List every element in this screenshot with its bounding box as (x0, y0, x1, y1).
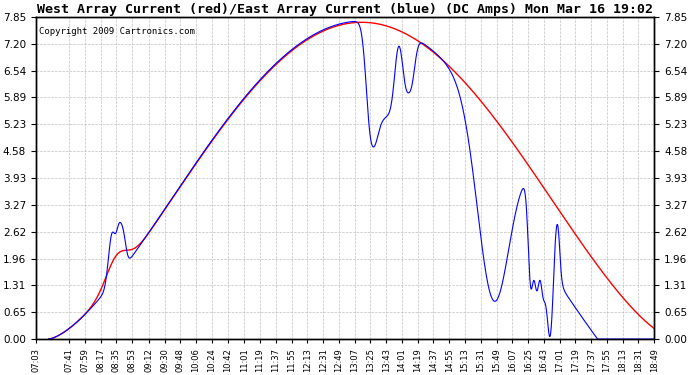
Title: West Array Current (red)/East Array Current (blue) (DC Amps) Mon Mar 16 19:02: West Array Current (red)/East Array Curr… (37, 3, 653, 16)
Text: Copyright 2009 Cartronics.com: Copyright 2009 Cartronics.com (39, 27, 195, 36)
